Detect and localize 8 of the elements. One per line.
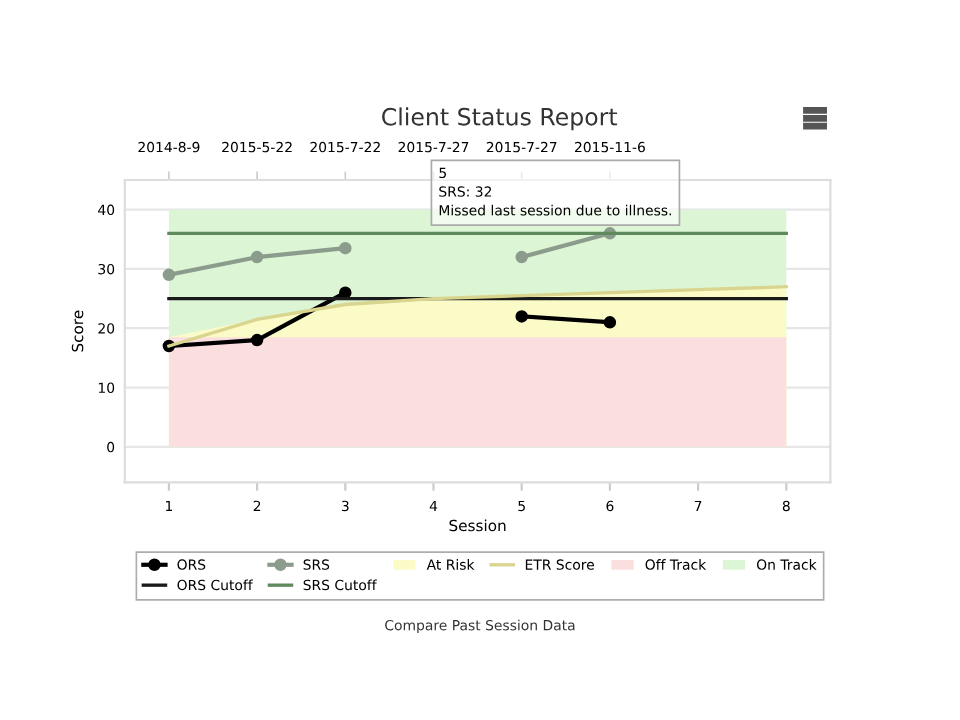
point xyxy=(250,333,264,347)
point xyxy=(339,241,352,255)
chart-title: Client Status Report xyxy=(382,107,618,131)
point xyxy=(515,310,528,323)
point xyxy=(603,316,617,329)
point xyxy=(515,250,528,264)
point xyxy=(250,250,264,264)
point xyxy=(162,268,176,282)
